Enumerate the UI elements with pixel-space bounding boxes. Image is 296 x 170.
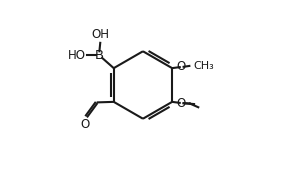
Text: CH₃: CH₃	[193, 61, 214, 71]
Text: HO: HO	[67, 49, 86, 62]
Text: O: O	[177, 60, 186, 73]
Text: O: O	[80, 118, 89, 131]
Text: OH: OH	[91, 28, 109, 41]
Text: B: B	[95, 49, 104, 62]
Text: O: O	[177, 97, 186, 110]
